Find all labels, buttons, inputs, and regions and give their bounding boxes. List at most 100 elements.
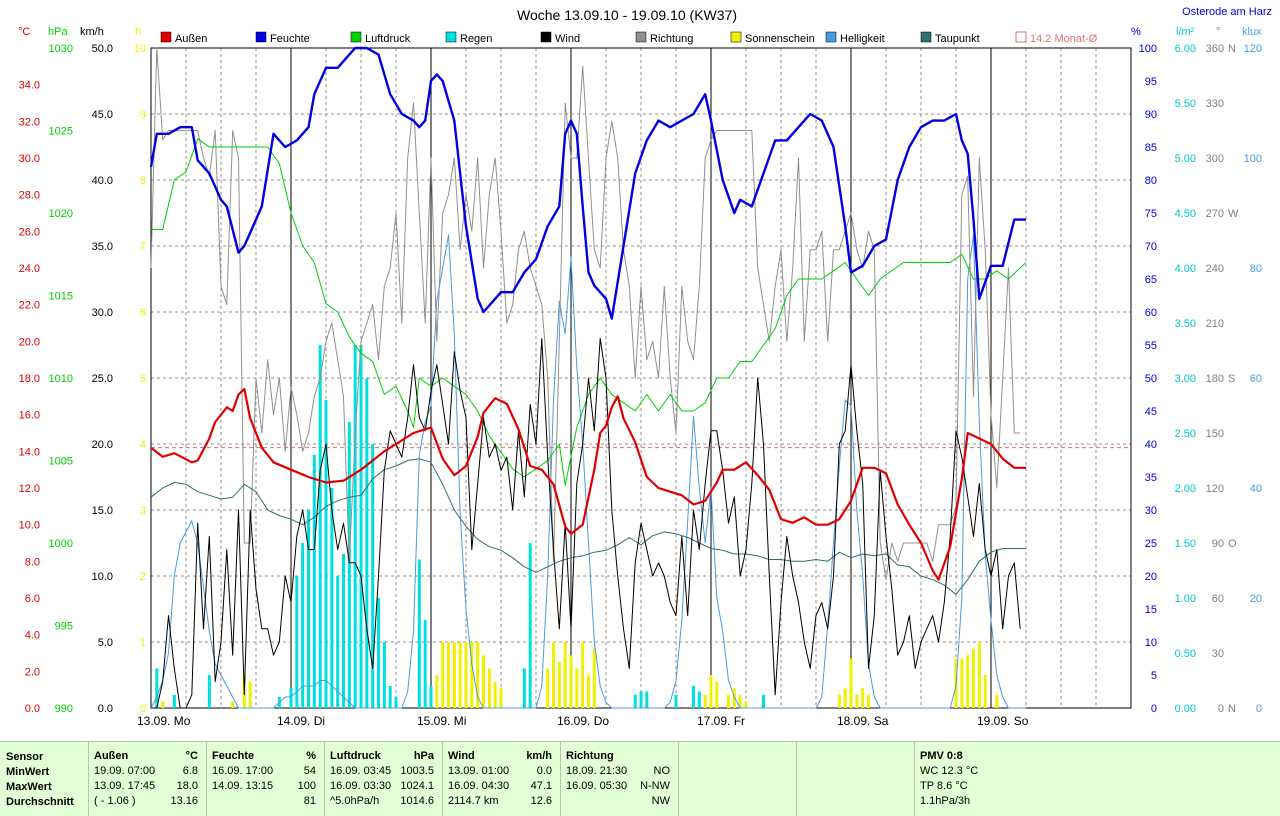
direction-axis-tick: 180 bbox=[1206, 373, 1224, 385]
stats-label-min: MinWert bbox=[6, 766, 50, 778]
stats-aussen-min-time: 19.09. 07:00 bbox=[94, 765, 156, 777]
pressure-axis-tick: 1020 bbox=[49, 208, 73, 220]
legend-label-regen: Regen bbox=[460, 33, 492, 45]
stats-wind-avg-value: 12.6 bbox=[530, 795, 552, 807]
sun-axis-tick: 8 bbox=[140, 175, 146, 187]
humidity-axis-tick: 15 bbox=[1145, 604, 1157, 616]
direction-axis-tick: 0 bbox=[1218, 703, 1224, 715]
wind-axis-tick: 10.0 bbox=[92, 571, 113, 583]
pressure-axis-tick: 1030 bbox=[49, 43, 73, 55]
temp-axis-tick: 10.0 bbox=[19, 520, 40, 532]
legend-swatch-aussen bbox=[160, 31, 172, 43]
sun-axis-tick: 3 bbox=[140, 505, 146, 517]
legend-swatch-wind bbox=[540, 31, 552, 43]
direction-axis-tick: 90 bbox=[1212, 538, 1224, 550]
weather-chart: Woche 13.09.10 - 19.09.10 (KW37) Osterod… bbox=[18, 6, 1272, 728]
x-axis-tick: 17.09. Fr bbox=[697, 714, 745, 728]
rain-bar bbox=[522, 668, 526, 708]
direction-axis-tick: 270 bbox=[1206, 208, 1224, 220]
direction-axis-tick: 300 bbox=[1206, 153, 1224, 165]
sunshine-bar bbox=[458, 642, 462, 708]
rain-bar bbox=[692, 686, 695, 708]
sunshine-bar bbox=[441, 642, 445, 708]
sunshine-bar bbox=[715, 681, 719, 708]
legend-label-wind: Wind bbox=[555, 33, 580, 45]
direction-axis-compass: S bbox=[1228, 373, 1235, 385]
stats-pmv-trend: 1.1hPa/3h bbox=[920, 795, 971, 807]
sun-axis-tick: 9 bbox=[140, 109, 146, 121]
sun-unit-label: h bbox=[135, 26, 141, 38]
sunshine-bar bbox=[709, 675, 713, 708]
humidity-axis-tick: 10 bbox=[1145, 637, 1157, 649]
sunshine-bar bbox=[972, 648, 975, 708]
legend-swatch-monat bbox=[1015, 31, 1027, 43]
rain-bar bbox=[301, 543, 305, 708]
rain-bar bbox=[762, 694, 765, 708]
sun-axis-tick: 7 bbox=[140, 241, 146, 253]
stats-luftdruck-header: Luftdruck bbox=[330, 750, 381, 762]
sunshine-bar bbox=[447, 642, 450, 708]
sunshine-bar bbox=[960, 658, 964, 708]
stats-luftdruck-avg-note: ^5.0hPa/h bbox=[330, 795, 380, 807]
sunshine-bar bbox=[557, 661, 561, 708]
sunshine-bar bbox=[587, 675, 590, 708]
x-axis-tick: 19.09. So bbox=[977, 714, 1029, 728]
legend-swatch-regen bbox=[445, 31, 457, 43]
legend-swatch-taupunkt bbox=[920, 31, 932, 43]
sunshine-bar bbox=[966, 655, 970, 708]
rain-bar bbox=[674, 694, 678, 708]
light-axis-tick: 60 bbox=[1250, 373, 1262, 385]
sunshine-bar bbox=[161, 701, 165, 708]
rain-bar bbox=[155, 668, 159, 708]
dewpoint-line bbox=[150, 458, 1026, 595]
rain-axis-tick: 5.50 bbox=[1175, 98, 1196, 110]
humidity-axis-tick: 30 bbox=[1145, 505, 1157, 517]
rain-axis-tick: 4.50 bbox=[1175, 208, 1196, 220]
sunshine-bar bbox=[248, 681, 252, 708]
sunshine-bar bbox=[499, 688, 503, 708]
direction-axis-compass: W bbox=[1228, 208, 1239, 220]
direction-axis-tick: 120 bbox=[1206, 483, 1224, 495]
sunshine-bar bbox=[855, 694, 859, 708]
wind-axis-tick: 35.0 bbox=[92, 241, 113, 253]
sun-axis-tick: 0 bbox=[140, 703, 146, 715]
statistics-panel: Sensor MinWert MaxWert Durchschnitt Auße… bbox=[0, 741, 1280, 816]
stats-header-sensor: Sensor bbox=[6, 751, 44, 763]
sunshine-bar bbox=[476, 642, 480, 708]
sunshine-bar bbox=[849, 658, 853, 708]
brightness-line bbox=[150, 234, 1026, 709]
sunshine-bar bbox=[546, 668, 550, 708]
stats-aussen-min-value: 6.8 bbox=[182, 765, 198, 777]
temp-axis-tick: 16.0 bbox=[19, 410, 40, 422]
stats-feuchte-column: Feuchte % 16.09. 17:00 54 14.09. 13:15 1… bbox=[206, 742, 325, 816]
stats-richtung-min-value: NO bbox=[653, 765, 671, 777]
sunshine-bar bbox=[977, 642, 981, 708]
rain-bar bbox=[359, 345, 363, 708]
stats-luftdruck-min-value: 1003.5 bbox=[400, 765, 434, 777]
humidity-line bbox=[149, 46, 1026, 320]
stats-label-max: MaxWert bbox=[6, 781, 52, 793]
wind-axis-tick: 20.0 bbox=[92, 439, 113, 451]
light-axis-tick: 80 bbox=[1250, 263, 1262, 275]
rain-axis-tick: 0.50 bbox=[1175, 648, 1196, 660]
legend-swatch-feuchte bbox=[255, 31, 267, 43]
rain-bar bbox=[423, 620, 427, 708]
temp-axis-tick: 24.0 bbox=[19, 263, 40, 275]
sun-axis-tick: 4 bbox=[140, 439, 146, 451]
legend-label-taupunkt: Taupunkt bbox=[935, 33, 980, 45]
pressure-axis-tick: 1010 bbox=[49, 373, 73, 385]
stats-wind-min-time: 13.09. 01:00 bbox=[448, 765, 510, 777]
stats-luftdruck-max-time: 16.09. 03:30 bbox=[330, 780, 392, 792]
sunshine-bar bbox=[837, 694, 841, 708]
wind-axis-tick: 15.0 bbox=[92, 505, 113, 517]
sunshine-bar bbox=[487, 668, 491, 708]
stats-richtung-max-value: N-NW bbox=[640, 780, 670, 792]
rain-axis-tick: 3.00 bbox=[1175, 373, 1196, 385]
humidity-axis-tick: 45 bbox=[1145, 406, 1157, 418]
stats-richtung-max-time: 16.09. 05:30 bbox=[566, 780, 628, 792]
rain-bar bbox=[347, 422, 351, 708]
stats-feuchte-avg-value: 81 bbox=[303, 795, 316, 807]
rain-axis-tick: 5.00 bbox=[1175, 153, 1196, 165]
wind-line bbox=[151, 337, 1021, 709]
temp-axis-tick: 20.0 bbox=[19, 336, 40, 348]
